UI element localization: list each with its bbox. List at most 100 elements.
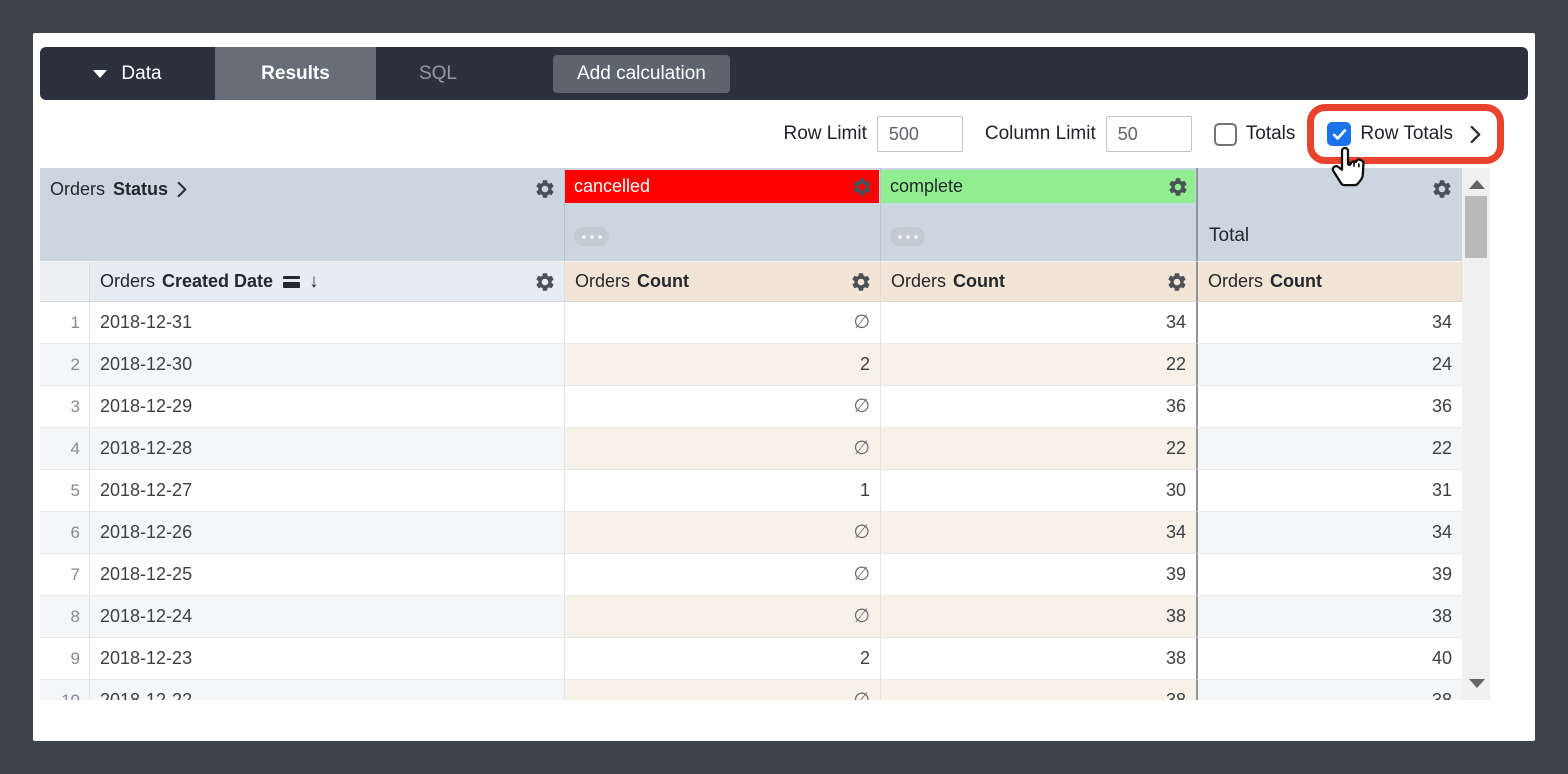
value-cell-cancelled[interactable]: 2: [565, 638, 881, 680]
tab-data[interactable]: Data: [40, 47, 215, 100]
pivot-header-total[interactable]: Total: [1196, 168, 1462, 262]
date-cell[interactable]: 2018-12-27: [90, 470, 565, 512]
date-cell[interactable]: 2018-12-23: [90, 638, 565, 680]
gear-icon[interactable]: [534, 271, 556, 293]
dimension-name: Created Date: [162, 271, 274, 291]
scroll-down-arrow-icon[interactable]: [1469, 679, 1485, 688]
value-cell-total[interactable]: 34: [1196, 512, 1462, 554]
date-cell[interactable]: 2018-12-22: [90, 680, 565, 700]
date-cell[interactable]: 2018-12-29: [90, 386, 565, 428]
pivot-value-label: complete: [890, 176, 964, 196]
totals-checkbox-group[interactable]: Totals: [1213, 122, 1296, 146]
value-cell-cancelled[interactable]: ∅: [565, 428, 881, 470]
value-cell-total[interactable]: 22: [1196, 428, 1462, 470]
row-number: 6: [40, 512, 90, 554]
tab-data-label: Data: [121, 62, 162, 84]
value-cell-complete[interactable]: 38: [881, 638, 1197, 680]
pivot-field-prefix: Orders: [50, 178, 106, 199]
value-cell-total[interactable]: 34: [1196, 302, 1462, 344]
measure-prefix: Orders: [1208, 271, 1264, 291]
pivot-value-column-complete: complete: [881, 168, 1197, 262]
ellipsis-menu[interactable]: [574, 227, 609, 246]
value-cell-complete[interactable]: 22: [881, 428, 1197, 470]
value-cell-complete[interactable]: 38: [881, 680, 1197, 700]
measure-name: Count: [637, 271, 689, 291]
pivot-value-chip-cancelled[interactable]: cancelled: [565, 170, 879, 203]
totals-checkbox[interactable]: [1213, 122, 1237, 146]
vertical-scrollbar[interactable]: [1462, 168, 1490, 700]
scroll-up-arrow-icon[interactable]: [1469, 180, 1485, 189]
value-cell-total[interactable]: 40: [1196, 638, 1462, 680]
pivot-header-row: Orders Status cancelled complete: [40, 168, 1490, 262]
annotation-highlight-box: Row Totals: [1307, 104, 1504, 187]
tab-sql-label: SQL: [418, 62, 458, 84]
row-limit-label: Row Limit: [783, 123, 867, 144]
add-calculation-button[interactable]: Add calculation: [553, 54, 730, 93]
value-cell-cancelled[interactable]: ∅: [565, 386, 881, 428]
row-limit-input[interactable]: [876, 116, 963, 152]
date-cell[interactable]: 2018-12-31: [90, 302, 565, 344]
checkmark-icon: [1332, 128, 1347, 140]
subtotal-icon: [283, 275, 301, 288]
value-cell-cancelled[interactable]: ∅: [565, 302, 881, 344]
column-header-orders-count-complete[interactable]: Orders Count: [881, 262, 1197, 302]
column-limit-label: Column Limit: [984, 123, 1096, 144]
gear-icon[interactable]: [851, 176, 873, 198]
value-cell-total[interactable]: 38: [1196, 596, 1462, 638]
value-cell-cancelled[interactable]: ∅: [565, 554, 881, 596]
row-number: 3: [40, 386, 90, 428]
row-totals-checkbox-group[interactable]: Row Totals: [1327, 122, 1482, 146]
value-cell-cancelled[interactable]: ∅: [565, 512, 881, 554]
measure-prefix: Orders: [575, 271, 631, 291]
value-cell-cancelled[interactable]: ∅: [565, 596, 881, 638]
row-number: 4: [40, 428, 90, 470]
null-value-icon: ∅: [853, 438, 870, 459]
value-cell-total[interactable]: 31: [1196, 470, 1462, 512]
value-cell-complete[interactable]: 36: [881, 386, 1197, 428]
row-number: 10: [40, 680, 90, 700]
ellipsis-menu[interactable]: [890, 227, 925, 246]
gear-icon[interactable]: [1166, 271, 1188, 293]
value-cell-cancelled[interactable]: 1: [565, 470, 881, 512]
sort-desc-icon: ↓: [309, 270, 319, 292]
date-cell[interactable]: 2018-12-25: [90, 554, 565, 596]
row-number: 8: [40, 596, 90, 638]
column-limit-input[interactable]: [1105, 116, 1192, 152]
value-cell-total[interactable]: 39: [1196, 554, 1462, 596]
row-totals-checkbox[interactable]: [1327, 122, 1352, 146]
gear-icon[interactable]: [1431, 178, 1453, 200]
pivot-header-orders-status[interactable]: Orders Status: [40, 168, 565, 262]
value-cell-cancelled[interactable]: 2: [565, 344, 881, 386]
value-cell-total[interactable]: 38: [1196, 680, 1462, 700]
column-header-created-date[interactable]: Orders Created Date ↓: [90, 262, 565, 302]
tab-sql[interactable]: SQL: [376, 47, 500, 100]
pivot-field-name: Status: [113, 178, 169, 199]
value-cell-total[interactable]: 36: [1196, 386, 1462, 428]
null-value-icon: ∅: [853, 689, 870, 700]
value-cell-complete[interactable]: 34: [881, 302, 1197, 344]
value-cell-complete[interactable]: 39: [881, 554, 1197, 596]
value-cell-complete[interactable]: 34: [881, 512, 1197, 554]
tab-results[interactable]: Results: [215, 47, 376, 100]
scrollbar-thumb[interactable]: [1465, 196, 1487, 258]
value-cell-complete[interactable]: 30: [881, 470, 1197, 512]
measure-name: Count: [1270, 271, 1322, 291]
gear-icon[interactable]: [850, 271, 872, 293]
value-cell-complete[interactable]: 38: [881, 596, 1197, 638]
gear-icon[interactable]: [1167, 176, 1189, 198]
row-number: 9: [40, 638, 90, 680]
value-cell-total[interactable]: 24: [1196, 344, 1462, 386]
date-cell[interactable]: 2018-12-28: [90, 428, 565, 470]
value-cell-cancelled[interactable]: ∅: [565, 680, 881, 700]
chevron-down-icon: [93, 69, 108, 78]
totals-label: Totals: [1245, 123, 1296, 144]
date-cell[interactable]: 2018-12-30: [90, 344, 565, 386]
column-header-orders-count-total[interactable]: Orders Count: [1196, 262, 1462, 302]
date-cell[interactable]: 2018-12-24: [90, 596, 565, 638]
date-cell[interactable]: 2018-12-26: [90, 512, 565, 554]
gear-icon[interactable]: [534, 178, 556, 200]
column-header-orders-count-cancelled[interactable]: Orders Count: [565, 262, 881, 302]
row-number: 2: [40, 344, 90, 386]
value-cell-complete[interactable]: 22: [881, 344, 1197, 386]
pivot-value-chip-complete[interactable]: complete: [881, 170, 1195, 203]
